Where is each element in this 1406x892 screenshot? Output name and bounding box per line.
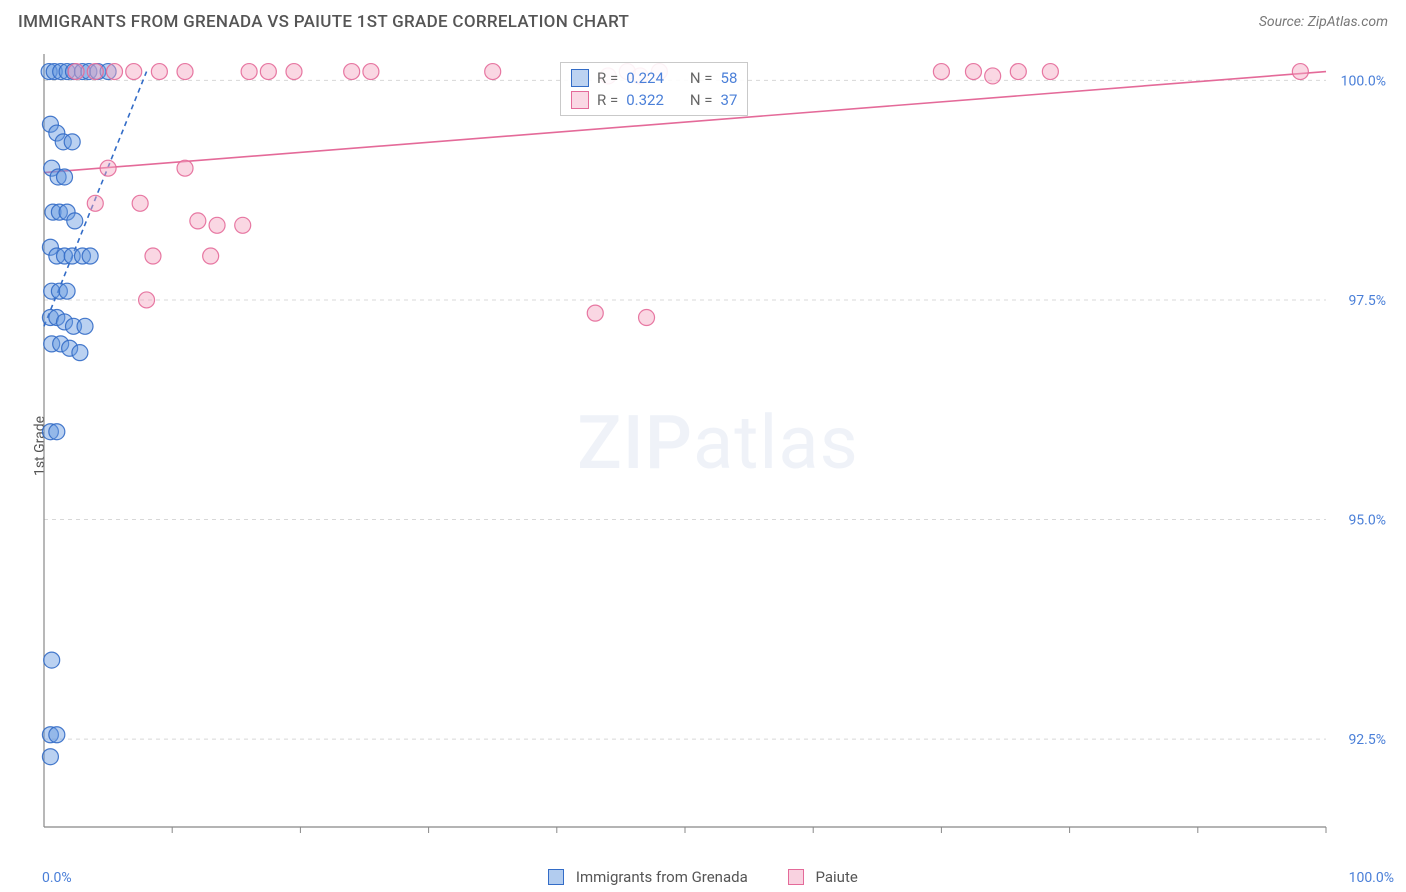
swatch-icon (571, 69, 589, 87)
svg-text:92.5%: 92.5% (1348, 732, 1386, 748)
r-value: 0.224 (626, 69, 664, 87)
legend-row: R = 0.224 N = 58 (571, 67, 737, 89)
n-value: 37 (721, 91, 738, 109)
svg-text:97.5%: 97.5% (1348, 293, 1386, 309)
r-value: 0.322 (626, 91, 664, 109)
swatch-icon (571, 91, 589, 109)
swatch-paiute (788, 869, 804, 885)
legend-row: R = 0.322 N = 37 (571, 89, 737, 111)
correlation-legend: R = 0.224 N = 58 R = 0.322 N = 37 (560, 62, 748, 116)
legend-label-grenada: Immigrants from Grenada (576, 868, 748, 886)
header: IMMIGRANTS FROM GRENADA VS PAIUTE 1ST GR… (18, 12, 1388, 32)
legend-label-paiute: Paiute (815, 868, 857, 886)
bottom-legend: Immigrants from Grenada Paiute (0, 868, 1406, 886)
svg-text:100.0%: 100.0% (1341, 73, 1386, 89)
n-value: 58 (721, 69, 738, 87)
source-attribution: Source: ZipAtlas.com (1259, 14, 1388, 30)
chart-title: IMMIGRANTS FROM GRENADA VS PAIUTE 1ST GR… (18, 12, 629, 32)
legend-item-grenada: Immigrants from Grenada (548, 868, 748, 886)
scatter-plot-svg: 92.5% 95.0% 97.5% 100.0% (40, 48, 1396, 847)
n-label: N = (690, 69, 713, 87)
r-label: R = (597, 69, 618, 87)
svg-text:95.0%: 95.0% (1348, 513, 1386, 529)
r-label: R = (597, 91, 618, 109)
legend-item-paiute: Paiute (788, 868, 858, 886)
n-label: N = (690, 91, 713, 109)
plot-area: 92.5%95.0%97.5%100.0% ZIPatlas R =0.224N… (40, 48, 1396, 847)
swatch-grenada (548, 869, 564, 885)
